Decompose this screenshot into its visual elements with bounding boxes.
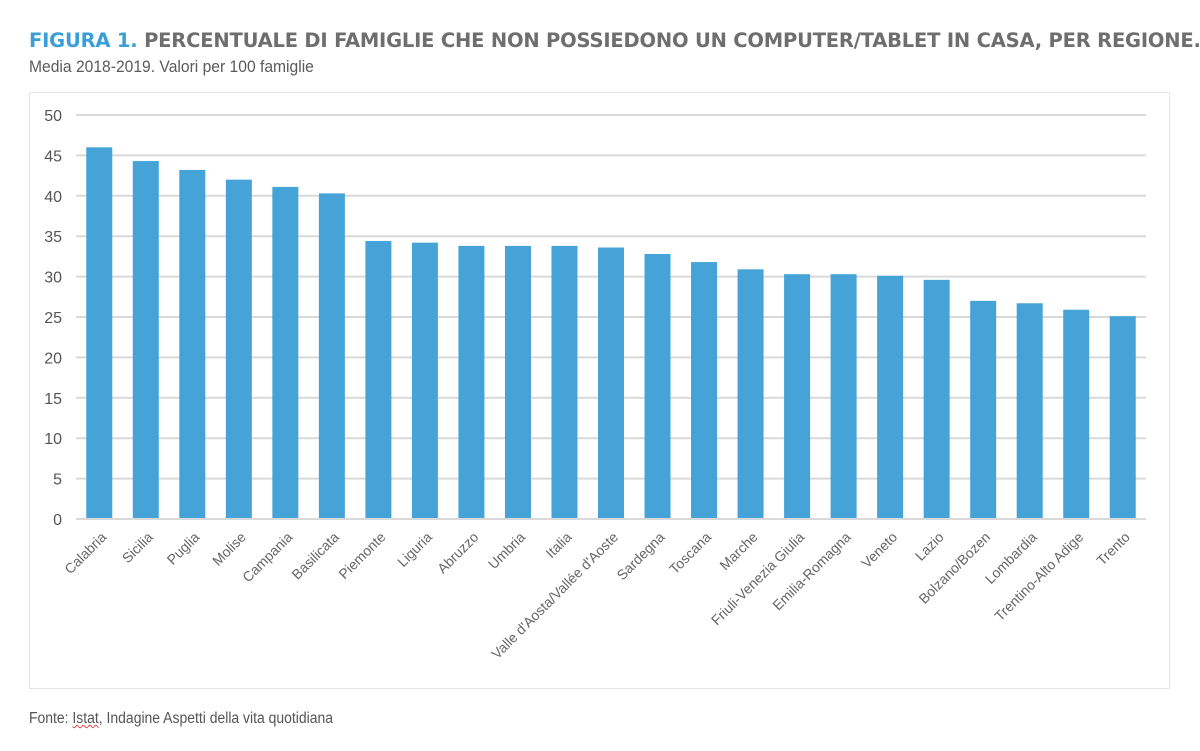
x-tick-label: Toscana (666, 529, 714, 577)
bar-friuli-venezia-giulia (784, 274, 811, 518)
bar-veneto (877, 275, 904, 518)
bar-sardegna (644, 253, 671, 518)
x-tick-label: Umbria (485, 529, 528, 572)
x-tick-label: Piemonte (335, 529, 388, 582)
y-tick-label: 30 (44, 270, 62, 287)
figure-title: FIGURA 1. PERCENTUALE DI FAMIGLIE CHE NO… (29, 29, 1200, 52)
bar-liguria (411, 242, 438, 518)
y-tick-label: 10 (44, 431, 62, 448)
bar-sicilia (132, 161, 159, 518)
y-tick-label: 25 (44, 310, 62, 327)
x-tick-label: Italia (542, 529, 574, 561)
x-tick-label: Basilicata (288, 529, 342, 583)
bar-italia (551, 245, 578, 518)
chart-subtitle: Media 2018-2019. Valori per 100 famiglie (29, 57, 314, 76)
x-tick-label: Emilia-Romagna (769, 529, 854, 614)
bar-basilicata (318, 193, 345, 518)
y-tick-label: 35 (44, 229, 62, 246)
y-tick-label: 20 (44, 350, 62, 367)
source-rest: , Indagine Aspetti della vita quotidiana (98, 710, 334, 727)
bar-piemonte (365, 241, 392, 518)
bar-bolzano-bozen (970, 300, 997, 518)
y-tick-label: 15 (44, 391, 62, 408)
x-tick-label: Abruzzo (434, 529, 482, 577)
bar-valle-d-aosta-vall-e-d-aoste (598, 247, 624, 518)
chart-frame (29, 92, 1170, 689)
bar-abruzzo (458, 245, 485, 518)
figure-label: FIGURA 1. (29, 29, 138, 52)
chart-title: PERCENTUALE DI FAMIGLIE CHE NON POSSIEDO… (144, 29, 1200, 52)
bar-trento (1109, 316, 1136, 518)
x-tick-label: Lazio (912, 529, 947, 564)
bar-lombardia (1016, 303, 1043, 518)
x-tick-label: Liguria (394, 529, 435, 570)
bar-marche (737, 269, 764, 518)
bar-emilia-romagna (830, 274, 857, 518)
y-tick-label: 40 (44, 189, 62, 206)
x-tick-label: Puglia (164, 529, 203, 568)
bar-molise (225, 179, 252, 518)
x-tick-label: Sardegna (613, 529, 667, 583)
bar-trentino-alto-adige (1063, 309, 1090, 518)
bars (86, 147, 1136, 519)
source-note: Fonte: Istat, Indagine Aspetti della vit… (29, 710, 333, 728)
x-tick-label: Trento (1093, 529, 1133, 569)
bar-lazio (923, 279, 950, 518)
bar-umbria (504, 245, 531, 518)
x-axis-labels: Calabria Sicilia Puglia MoliseCampaniaBasil… (61, 529, 1133, 662)
x-tick-label: Sicilia (119, 529, 156, 566)
x-tick-label: Trentino-Alto Adige (991, 529, 1086, 624)
source-prefix: Fonte: (29, 710, 73, 727)
source-org: Istat (72, 710, 99, 727)
y-tick-label: 45 (44, 148, 62, 165)
y-tick-label: 0 (53, 512, 62, 529)
bar-puglia (179, 169, 206, 518)
y-axis-ticks: 0 5 10 15 20 25 30 35 40 45 50 (44, 108, 62, 529)
x-tick-label: Campania (239, 529, 296, 586)
bar-toscana (691, 262, 718, 518)
x-tick-label: Molise (209, 529, 249, 569)
bar-campania (272, 186, 299, 519)
x-tick-label: Marche (716, 529, 760, 573)
x-tick-label: Veneto (858, 529, 900, 571)
x-tick-label: Calabria (61, 529, 109, 577)
bar-calabria (86, 147, 113, 518)
y-tick-label: 5 (53, 472, 62, 489)
y-tick-label: 50 (44, 108, 62, 125)
